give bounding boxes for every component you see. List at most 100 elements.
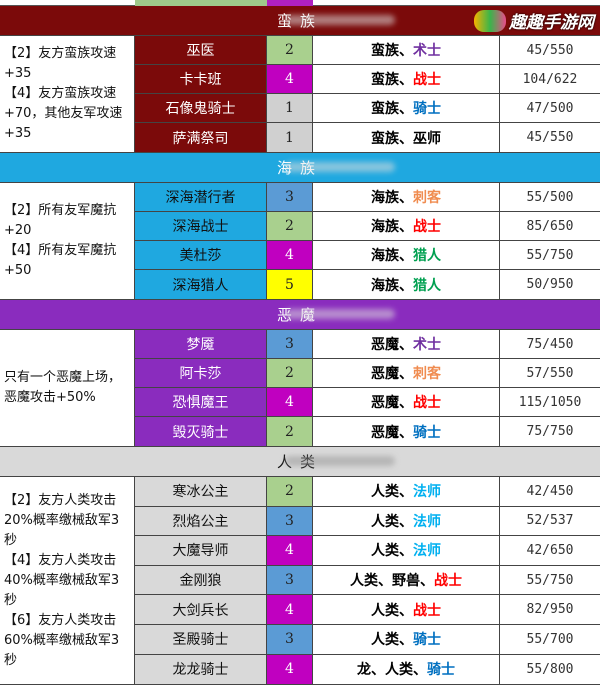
unit-traits: 人类、 法师 bbox=[313, 506, 500, 536]
logo-text: 趣趣手游网 bbox=[509, 13, 594, 33]
unit-traits: 海族、 猎人 bbox=[313, 270, 500, 299]
race-text: 恶魔、 bbox=[371, 337, 413, 353]
unit-stats: 55/750 bbox=[526, 247, 574, 263]
unit-stats: 50/950 bbox=[526, 277, 574, 292]
synergy-description: 【2】所有友军魔抗+20 【4】所有友军魔抗+50 bbox=[0, 183, 135, 299]
unit-stats: 52/537 bbox=[526, 513, 574, 529]
unit-stats: 55/800 bbox=[526, 661, 574, 677]
unit-cost: 2 bbox=[267, 417, 313, 446]
unit-cost: 2 bbox=[267, 36, 313, 64]
class-text: 战士 bbox=[413, 72, 441, 88]
unit-stats: 42/650 bbox=[526, 542, 574, 558]
unit-name: 梦魇 bbox=[135, 330, 267, 358]
unit-stats: 55/750 bbox=[526, 572, 574, 588]
race-text: 恶魔、 bbox=[371, 366, 413, 382]
unit-name: 深海潜行者 bbox=[135, 183, 267, 211]
table-row: 萨满祭司 1 蛮族、 巫师 45/550 bbox=[135, 123, 600, 152]
table-row: 美杜莎 4 海族、 猎人 55/750 bbox=[135, 241, 600, 270]
table-row: 阿卡莎 2 恶魔、 刺客 57/550 bbox=[135, 359, 600, 388]
synergy-text: 只有一个恶魔上场，恶魔攻击+50% bbox=[4, 370, 122, 405]
unit-traits: 龙、人类、 骑士 bbox=[313, 654, 500, 685]
unit-stats: 42/450 bbox=[526, 483, 574, 499]
unit-stats: 75/750 bbox=[526, 424, 574, 439]
unit-name: 金刚狼 bbox=[135, 565, 267, 595]
unit-cost: 3 bbox=[267, 506, 313, 536]
unit-traits: 蛮族、 战士 bbox=[313, 65, 500, 93]
synergy-description: 【2】友方蛮族攻速+35 【4】友方蛮族攻速+70，其他友军攻速+35 bbox=[0, 36, 135, 152]
class-text: 法师 bbox=[413, 484, 441, 501]
unit-name: 烈焰公主 bbox=[135, 506, 267, 536]
unit-stats: 47/500 bbox=[526, 100, 574, 116]
unit-cost: 1 bbox=[267, 123, 313, 152]
class-text: 术士 bbox=[413, 337, 441, 353]
table-row: 金刚狼 3 人类、野兽、 战士 55/750 bbox=[135, 565, 600, 596]
unit-traits: 蛮族、 骑士 bbox=[313, 94, 500, 122]
race-text: 海族、 bbox=[371, 190, 413, 206]
table-row: 巫医 2 蛮族、 术士 45/550 bbox=[135, 36, 600, 65]
race-text: 海族、 bbox=[371, 277, 413, 294]
class-text: 刺客 bbox=[413, 190, 441, 206]
unit-traits: 人类、 骑士 bbox=[313, 624, 500, 654]
class-text: 法师 bbox=[413, 543, 441, 560]
race-text: 人类、 bbox=[371, 602, 413, 619]
unit-cost: 3 bbox=[267, 183, 313, 211]
unit-cost: 3 bbox=[267, 330, 313, 358]
unit-name: 圣殿骑士 bbox=[135, 624, 267, 654]
unit-cost: 5 bbox=[267, 270, 313, 299]
table-row: 梦魇 3 恶魔、 术士 75/450 bbox=[135, 330, 600, 359]
table-row: 寒冰公主 2 人类、 法师 42/450 bbox=[135, 477, 600, 507]
table-row: 烈焰公主 3 人类、 法师 52/537 bbox=[135, 506, 600, 537]
race-text: 海族、 bbox=[371, 219, 413, 235]
unit-cost: 4 bbox=[267, 241, 313, 269]
race-text: 蛮族、 bbox=[371, 43, 413, 59]
synergy-text: 【2】友方蛮族攻速+35 【4】友方蛮族攻速+70，其他友军攻速+35 bbox=[4, 46, 123, 141]
unit-traits: 恶魔、 刺客 bbox=[313, 359, 500, 387]
section-demon: 只有一个恶魔上场，恶魔攻击+50% 梦魇 3 恶魔、 术士 75/450 阿卡莎 2 … bbox=[0, 330, 600, 447]
class-text: 骑士 bbox=[413, 424, 441, 441]
unit-name: 深海战士 bbox=[135, 212, 267, 240]
unit-cost: 3 bbox=[267, 565, 313, 595]
table-row: 大剑兵长 4 人类、 战士 82/950 bbox=[135, 595, 600, 625]
table-row: 大魔导师 4 人类、 法师 42/650 bbox=[135, 536, 600, 566]
previous-row-strip bbox=[0, 0, 600, 6]
unit-name: 恐惧魔王 bbox=[135, 388, 267, 416]
table-row: 深海猎人 5 海族、 猎人 50/950 bbox=[135, 270, 600, 299]
table-row: 恐惧魔王 4 恶魔、 战士 115/1050 bbox=[135, 388, 600, 417]
unit-traits: 蛮族、 术士 bbox=[313, 36, 500, 64]
unit-name: 寒冰公主 bbox=[135, 477, 267, 506]
race-table: 蛮族【2】友方蛮族攻速+35 【4】友方蛮族攻速+70，其他友军攻速+35巫医 … bbox=[0, 6, 600, 685]
unit-traits: 人类、 法师 bbox=[313, 536, 500, 565]
race-text: 蛮族、 bbox=[371, 101, 413, 117]
unit-traits: 海族、 猎人 bbox=[313, 241, 500, 269]
unit-stats: 115/1050 bbox=[518, 394, 582, 410]
section-human: 【2】友方人类攻击20%概率缴械敌军3秒 【4】友方人类攻击40%概率缴械敌军3… bbox=[0, 477, 600, 685]
class-text: 猎人 bbox=[413, 277, 441, 294]
table-row: 卡卡班 4 蛮族、 战士 104/622 bbox=[135, 65, 600, 94]
unit-cost: 2 bbox=[267, 477, 313, 506]
race-text: 人类、野兽、 bbox=[350, 573, 434, 590]
section-header-naga: 海族 bbox=[0, 153, 600, 183]
synergy-text: 【2】友方人类攻击20%概率缴械敌军3秒 【4】友方人类攻击40%概率缴械敌军3… bbox=[4, 492, 120, 668]
unit-stats: 104/622 bbox=[522, 71, 578, 87]
race-text: 人类、 bbox=[371, 543, 413, 560]
unit-traits: 人类、 战士 bbox=[313, 595, 500, 624]
unit-traits: 海族、 刺客 bbox=[313, 183, 500, 211]
table-row: 毁灭骑士 2 恶魔、 骑士 75/750 bbox=[135, 417, 600, 446]
race-text: 人类、 bbox=[371, 513, 413, 530]
unit-cost: 2 bbox=[267, 359, 313, 387]
unit-name: 卡卡班 bbox=[135, 65, 267, 93]
unit-traits: 恶魔、 骑士 bbox=[313, 417, 500, 446]
table-row: 石像鬼骑士 1 蛮族、 骑士 47/500 bbox=[135, 94, 600, 123]
race-text: 蛮族、 bbox=[371, 130, 413, 147]
unit-name: 萨满祭司 bbox=[135, 123, 267, 152]
unit-name: 巫医 bbox=[135, 36, 267, 64]
class-text: 战士 bbox=[413, 219, 441, 235]
unit-name: 大魔导师 bbox=[135, 536, 267, 565]
section-naga: 【2】所有友军魔抗+20 【4】所有友军魔抗+50 深海潜行者 3 海族、 刺客 5… bbox=[0, 183, 600, 300]
unit-cost: 4 bbox=[267, 388, 313, 416]
race-text: 人类、 bbox=[371, 484, 413, 501]
class-text: 战士 bbox=[413, 602, 441, 619]
unit-cost: 2 bbox=[267, 212, 313, 240]
synergy-text: 【2】所有友军魔抗+20 【4】所有友军魔抗+50 bbox=[4, 203, 117, 278]
race-text: 人类、 bbox=[371, 632, 413, 649]
